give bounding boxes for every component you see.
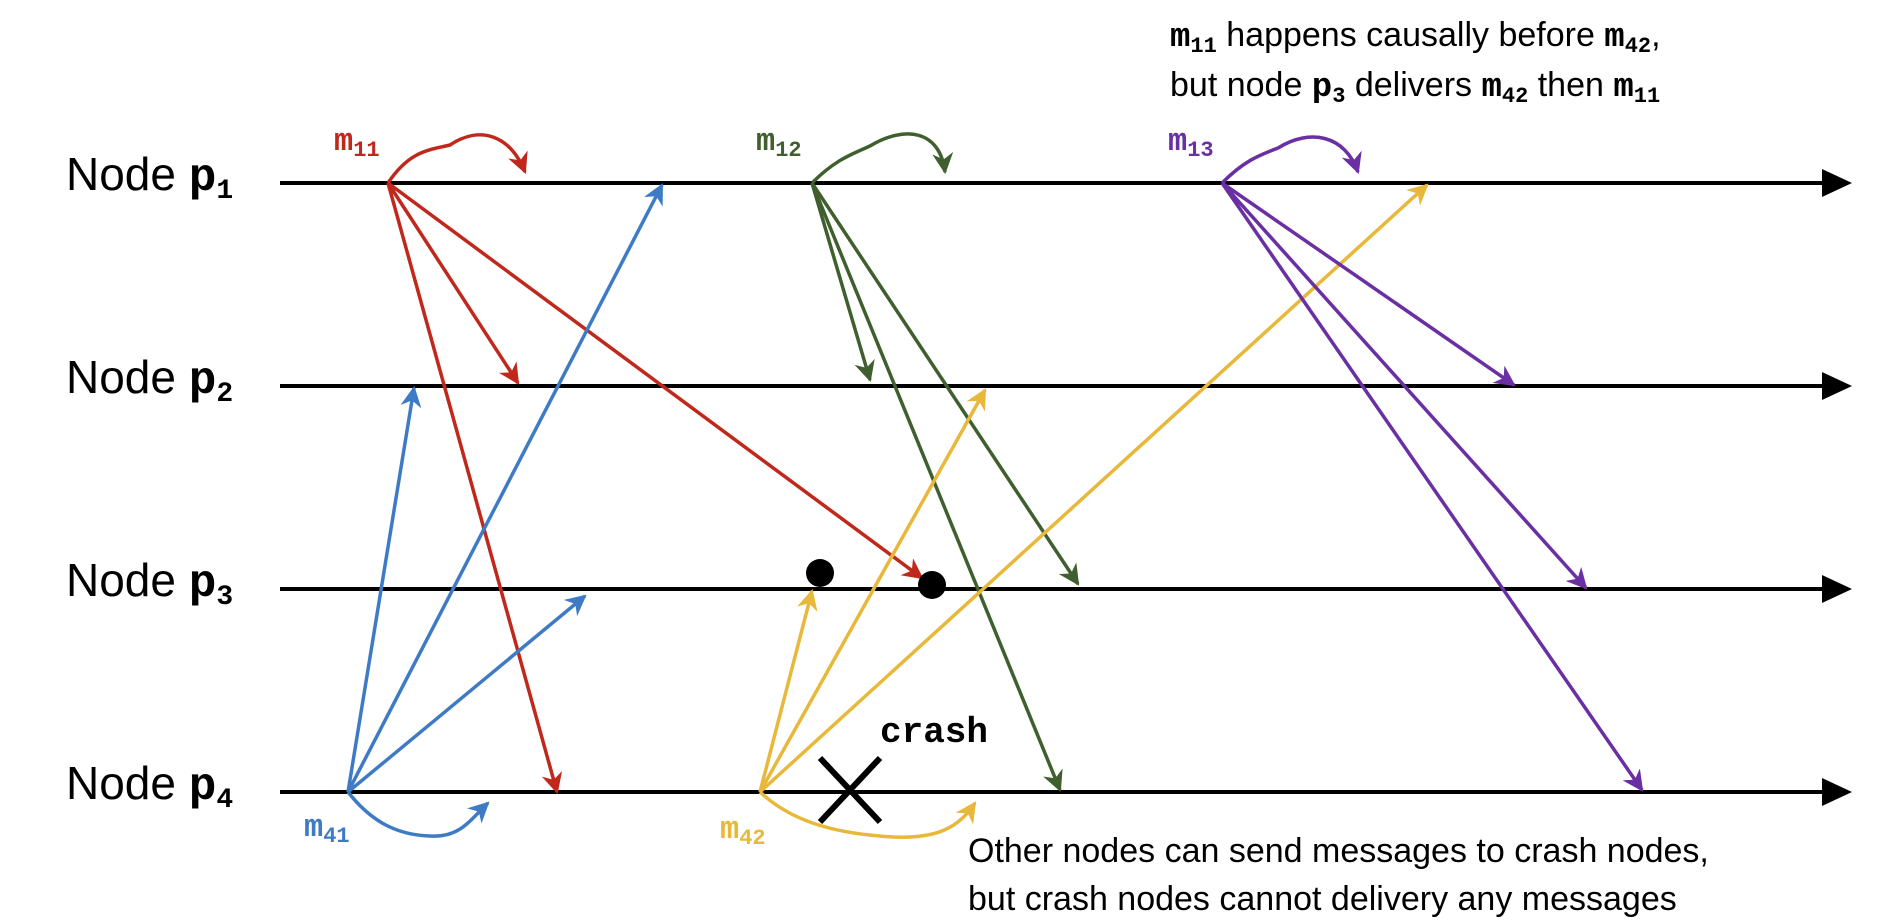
arrow-m11-self bbox=[386, 133, 528, 184]
crash-label: crash bbox=[880, 712, 988, 753]
arrow-m13-self bbox=[1220, 135, 1362, 185]
arrow-m12-to-p4 bbox=[810, 182, 1063, 792]
arrow-m13-to-p2 bbox=[1221, 181, 1516, 387]
timeline-p1-arrowhead bbox=[1822, 169, 1852, 197]
timeline-p4-arrowhead bbox=[1822, 778, 1852, 806]
message-label-m11: m11 bbox=[334, 123, 380, 163]
annotation-bottom-line1: Other nodes can send messages to crash n… bbox=[968, 832, 1709, 870]
arrow-m42-to-p2 bbox=[758, 388, 987, 793]
delivery-dot-m11-on-p3 bbox=[918, 571, 946, 599]
arrow-m12-to-p2 bbox=[810, 182, 875, 383]
arrow-m42-self bbox=[758, 790, 977, 839]
crash-x-icon bbox=[817, 755, 883, 825]
arrow-m41-to-p2 bbox=[346, 385, 422, 793]
arrow-m42-to-p3 bbox=[758, 588, 818, 793]
arrow-m11-to-p2 bbox=[386, 182, 520, 385]
arrow-m41-self bbox=[346, 790, 490, 838]
arrow-m11-to-p4 bbox=[386, 182, 563, 795]
timeline-p2-arrowhead bbox=[1822, 372, 1852, 400]
timelines bbox=[280, 169, 1852, 806]
arrow-m13-to-p3 bbox=[1220, 181, 1588, 590]
node-label-p3: Node p3 bbox=[66, 554, 233, 613]
message-label-m12: m12 bbox=[756, 123, 802, 163]
arrow-m13-to-p4 bbox=[1220, 182, 1644, 792]
node-label-p1: Node p1 bbox=[66, 148, 233, 207]
node-label-p4: Node p4 bbox=[66, 757, 233, 816]
arrow-m12-self bbox=[810, 132, 954, 185]
annotation-bottom-line2: but crash nodes cannot delivery any mess… bbox=[968, 880, 1677, 918]
message-arrows bbox=[346, 132, 1644, 839]
timeline-p3-arrowhead bbox=[1822, 575, 1852, 603]
delivery-dot-m42-on-p3 bbox=[806, 559, 834, 587]
arrow-m12-to-p3 bbox=[810, 182, 1080, 586]
annotation-top-line1: m11 happens causally before m42, bbox=[1170, 16, 1661, 59]
annotation-top-line2: but node p3 delivers m42 then m11 bbox=[1170, 66, 1660, 109]
arrow-m42-to-p1 bbox=[758, 183, 1429, 794]
message-label-m42: m42 bbox=[720, 811, 766, 851]
arrow-m11-to-p3 bbox=[386, 181, 924, 580]
node-labels: Node p1 Node p2 Node p3 Node p4 bbox=[66, 148, 233, 816]
message-label-m13: m13 bbox=[1168, 123, 1214, 163]
arrow-m41-to-p3 bbox=[346, 594, 587, 794]
message-label-m41: m41 bbox=[304, 809, 350, 849]
arrow-m41-to-p1 bbox=[346, 183, 664, 793]
node-label-p2: Node p2 bbox=[66, 351, 233, 410]
